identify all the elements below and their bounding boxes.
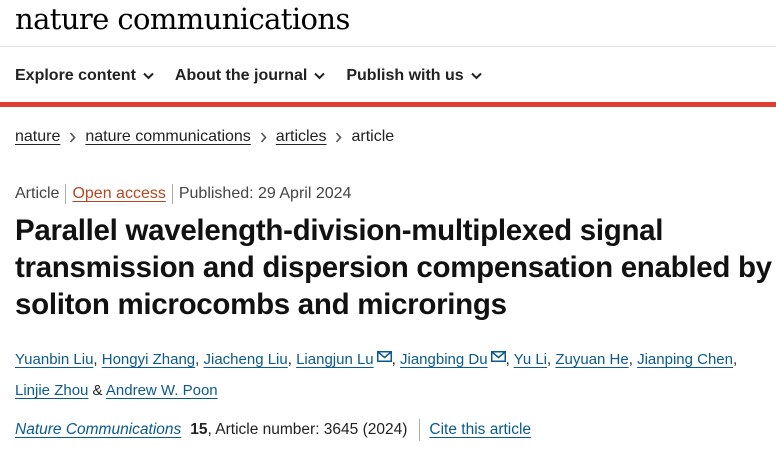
- published-date: Published: 29 April 2024: [178, 185, 352, 202]
- masthead: nature communications: [15, 2, 350, 42]
- author-separator: ,: [628, 351, 638, 368]
- nav-label: About the journal: [174, 67, 308, 84]
- author-link[interactable]: Andrew W. Poon: [105, 382, 218, 399]
- open-access-link[interactable]: Open access: [72, 185, 166, 202]
- cite-this-article-link[interactable]: Cite this article: [429, 421, 532, 438]
- citation-divider: [419, 419, 421, 441]
- main-nav: Explore content About the journal Publis…: [15, 62, 503, 90]
- breadcrumb-articles[interactable]: articles: [275, 128, 327, 145]
- article-title: Parallel wavelength-division-multiplexed…: [15, 212, 775, 323]
- accent-bar: [0, 102, 776, 107]
- article-number: , Article number: 3645 (2024): [207, 421, 408, 438]
- journal-link[interactable]: Nature Communications: [15, 421, 182, 438]
- author-link[interactable]: Yu Li: [513, 351, 548, 368]
- nav-label: Explore content: [15, 67, 136, 84]
- mail-icon[interactable]: [376, 342, 392, 373]
- chevron-right-icon: [69, 131, 76, 143]
- chevron-right-icon: [260, 131, 267, 143]
- chevron-right-icon: [335, 131, 343, 143]
- chevron-down-icon: [470, 67, 482, 85]
- author-link[interactable]: Hongyi Zhang: [101, 351, 196, 368]
- chevron-down-icon: [314, 67, 326, 85]
- author-separator: ,: [93, 351, 102, 368]
- breadcrumb-nature[interactable]: nature: [15, 128, 61, 145]
- author-list: Yuanbin Liu, Hongyi Zhang, Jiacheng Liu,…: [15, 342, 775, 406]
- article-type: Article: [15, 185, 60, 202]
- citation-line: Nature Communications 15 , Article numbe…: [15, 419, 531, 441]
- author-separator: &: [88, 382, 106, 399]
- header-divider: [0, 46, 776, 47]
- article-title-line: soliton microcombs and microrings: [15, 288, 507, 321]
- meta-divider: [171, 184, 173, 204]
- article-meta: Article Open access Published: 29 April …: [15, 184, 351, 204]
- author-separator: ,: [195, 351, 204, 368]
- breadcrumb: nature nature communications articles ar…: [15, 128, 394, 146]
- meta-divider: [65, 184, 67, 204]
- author-separator: ,: [287, 351, 297, 368]
- author-separator: ,: [505, 351, 514, 368]
- author-separator: ,: [391, 351, 400, 368]
- chevron-down-icon: [143, 67, 154, 85]
- site-logo[interactable]: nature communications: [15, 2, 350, 36]
- breadcrumb-current: article: [351, 128, 395, 145]
- nav-about-journal[interactable]: About the journal: [174, 67, 326, 85]
- article-title-line: Parallel wavelength-division-multiplexed…: [15, 214, 664, 247]
- author-link[interactable]: Zuyuan He: [555, 351, 629, 368]
- volume-number: 15: [190, 421, 208, 438]
- nav-label: Publish with us: [346, 67, 464, 84]
- author-separator: ,: [732, 351, 738, 368]
- author-link[interactable]: Liangjun Lu: [296, 351, 374, 368]
- nav-publish-with-us[interactable]: Publish with us: [346, 67, 482, 85]
- breadcrumb-nature-communications[interactable]: nature communications: [85, 128, 251, 145]
- author-separator: ,: [547, 351, 556, 368]
- author-link[interactable]: Jianping Chen: [637, 351, 733, 368]
- article-title-line: transmission and dispersion compensation…: [15, 251, 772, 284]
- author-link[interactable]: Jiacheng Liu: [203, 351, 288, 368]
- author-link[interactable]: Jiangbing Du: [400, 351, 488, 368]
- mail-icon[interactable]: [490, 342, 506, 373]
- author-link[interactable]: Linjie Zhou: [15, 382, 89, 399]
- nav-explore-content[interactable]: Explore content: [15, 67, 154, 85]
- author-link[interactable]: Yuanbin Liu: [15, 351, 94, 368]
